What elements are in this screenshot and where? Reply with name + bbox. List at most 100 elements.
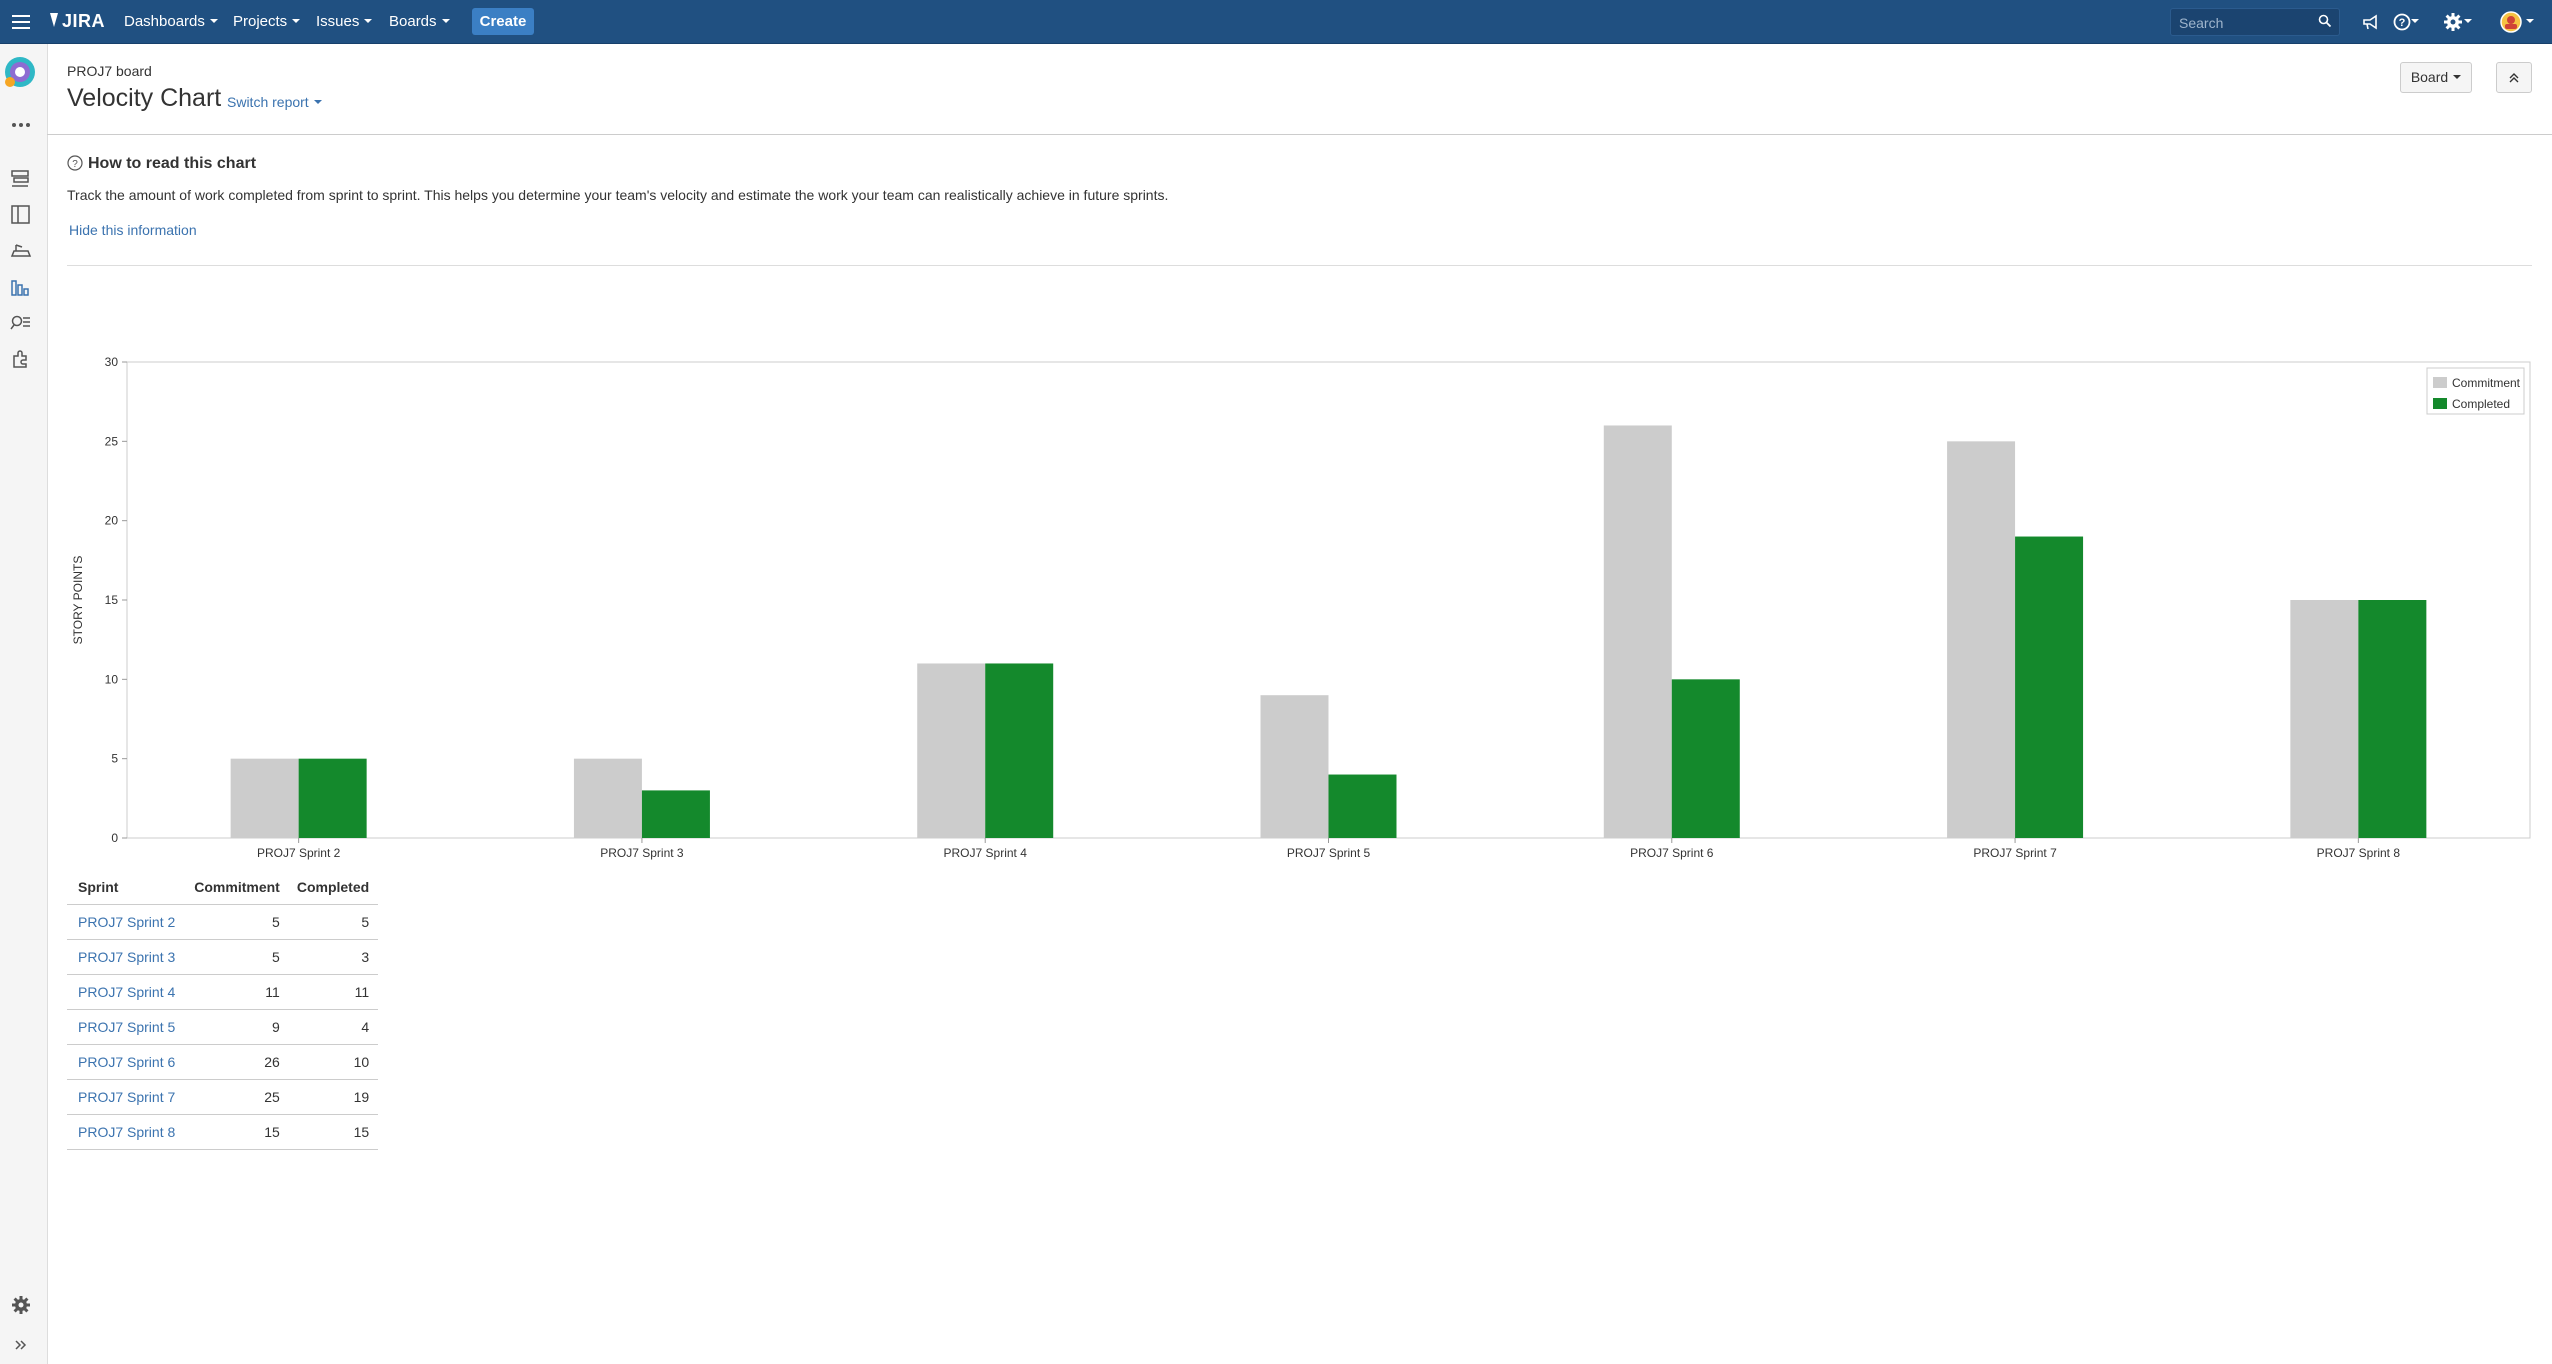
switch-report-dropdown[interactable]: Switch report <box>227 94 322 110</box>
completed-cell: 5 <box>288 904 379 940</box>
x-tick-label: PROJ7 Sprint 3 <box>600 846 684 860</box>
legend-swatch <box>2433 398 2447 409</box>
column-header-sprint: Sprint <box>67 870 187 905</box>
y-tick-label: 30 <box>105 355 119 369</box>
bar-commitment <box>1260 695 1329 838</box>
board-icon[interactable] <box>10 204 32 226</box>
commitment-cell: 5 <box>186 939 289 975</box>
velocity-chart: 0 5 10 15 20 25 30 STORY POINTS PROJ7 Sprint 2 PR… <box>71 355 2531 860</box>
nav-issues-label: Issues <box>316 13 360 30</box>
svg-text:?: ? <box>2399 17 2406 29</box>
bar-completed <box>2015 536 2084 838</box>
chevron-down-icon <box>2411 19 2419 23</box>
help-icon[interactable]: ? <box>2393 0 2427 43</box>
chevron-down-icon <box>209 19 218 24</box>
sprint-cell: PROJ7 Sprint 4 <box>67 974 187 1010</box>
x-tick-label: PROJ7 Sprint 4 <box>944 846 1028 860</box>
completed-cell: 19 <box>288 1079 379 1115</box>
chevron-down-icon <box>313 100 322 105</box>
project-avatar[interactable] <box>4 56 36 88</box>
sprint-link[interactable]: PROJ7 Sprint 7 <box>78 1089 176 1105</box>
bar-commitment <box>917 663 986 838</box>
avatar[interactable] <box>2500 0 2534 43</box>
bar-commitment <box>573 758 642 838</box>
completed-cell: 3 <box>288 939 379 975</box>
nav-issues[interactable]: Issues <box>316 0 373 43</box>
x-tick-label: PROJ7 Sprint 5 <box>1287 846 1371 860</box>
backlog-icon[interactable] <box>10 168 32 190</box>
x-tick-label: PROJ7 Sprint 8 <box>2317 846 2401 860</box>
nav-projects-label: Projects <box>233 13 288 30</box>
chevron-down-icon <box>2464 19 2472 23</box>
nav-boards-label: Boards <box>389 13 437 30</box>
logo-text: JIRA <box>62 11 106 31</box>
bar-completed <box>2358 600 2427 838</box>
bar-completed <box>298 758 367 838</box>
bar-completed <box>1671 679 1740 838</box>
chevron-down-icon <box>364 19 373 24</box>
completed-cell: 11 <box>288 974 379 1010</box>
table-row: PROJ7 Sprint 4 11 11 <box>67 974 379 1010</box>
menu-icon[interactable] <box>10 0 32 43</box>
legend-swatch <box>2433 377 2447 388</box>
hide-information-link[interactable]: Hide this information <box>69 222 197 238</box>
completed-cell: 4 <box>288 1009 379 1045</box>
x-tick-label: PROJ7 Sprint 2 <box>257 846 341 860</box>
project-sidebar <box>0 44 48 1364</box>
nav-boards[interactable]: Boards <box>389 0 450 43</box>
add-ons-icon[interactable] <box>10 348 32 370</box>
breadcrumb[interactable]: PROJ7 board <box>67 63 152 79</box>
expand-sidebar-icon[interactable] <box>10 1334 32 1356</box>
y-tick-label: 15 <box>105 593 119 607</box>
bar-commitment <box>1603 425 1672 838</box>
x-tick-label: PROJ7 Sprint 7 <box>1973 846 2057 860</box>
completed-cell: 10 <box>288 1044 379 1080</box>
releases-icon[interactable] <box>10 240 32 262</box>
sprint-cell: PROJ7 Sprint 8 <box>67 1114 187 1150</box>
jira-logo[interactable]: JIRA <box>48 0 105 43</box>
sprint-link[interactable]: PROJ7 Sprint 8 <box>78 1124 176 1140</box>
reports-icon[interactable] <box>10 276 32 298</box>
collapse-header-button[interactable] <box>2496 62 2532 93</box>
page-title: Velocity Chart <box>67 84 222 112</box>
search-icon[interactable] <box>2318 14 2332 28</box>
velocity-table: Sprint Commitment Completed PROJ7 Sprint… <box>67 870 379 1150</box>
sprint-link[interactable]: PROJ7 Sprint 6 <box>78 1054 176 1070</box>
nav-dashboards[interactable]: Dashboards <box>124 0 218 43</box>
sprint-cell: PROJ7 Sprint 3 <box>67 939 187 975</box>
commitment-cell: 15 <box>186 1114 289 1150</box>
sprint-link[interactable]: PROJ7 Sprint 4 <box>78 984 176 1000</box>
gear-icon[interactable] <box>2444 0 2478 43</box>
y-tick-label: 20 <box>105 514 119 528</box>
switch-report-label: Switch report <box>227 94 309 110</box>
help-icon: ? <box>67 155 83 171</box>
y-tick-label: 5 <box>111 752 118 766</box>
issues-search-icon[interactable] <box>10 312 32 334</box>
more-icon[interactable] <box>10 114 32 136</box>
sprint-link[interactable]: PROJ7 Sprint 5 <box>78 1019 176 1035</box>
board-button[interactable]: Board <box>2400 62 2472 93</box>
y-tick-label: 0 <box>111 831 118 845</box>
y-tick-label: 10 <box>105 672 119 686</box>
search-input[interactable] <box>2177 12 2316 34</box>
completed-cell: 15 <box>288 1114 379 1150</box>
sprint-link[interactable]: PROJ7 Sprint 2 <box>78 914 176 930</box>
board-button-label: Board <box>2410 69 2449 85</box>
chevron-down-icon <box>2526 19 2534 23</box>
info-text: Track the amount of work completed from … <box>67 187 1169 203</box>
gear-icon[interactable] <box>10 1294 32 1316</box>
sprint-link[interactable]: PROJ7 Sprint 3 <box>78 949 176 965</box>
bar-completed <box>1328 774 1397 838</box>
megaphone-icon[interactable] <box>2360 0 2382 43</box>
table-row: PROJ7 Sprint 8 15 15 <box>67 1114 379 1150</box>
commitment-cell: 26 <box>186 1044 289 1080</box>
legend-label: Commitment <box>2452 376 2521 390</box>
x-tick-label: PROJ7 Sprint 6 <box>1630 846 1714 860</box>
commitment-cell: 11 <box>186 974 289 1010</box>
top-navigation: JIRA Dashboards Projects Issues Boards C… <box>0 0 2552 44</box>
commitment-cell: 25 <box>186 1079 289 1115</box>
create-button[interactable]: Create <box>472 8 534 35</box>
nav-projects[interactable]: Projects <box>233 0 301 43</box>
